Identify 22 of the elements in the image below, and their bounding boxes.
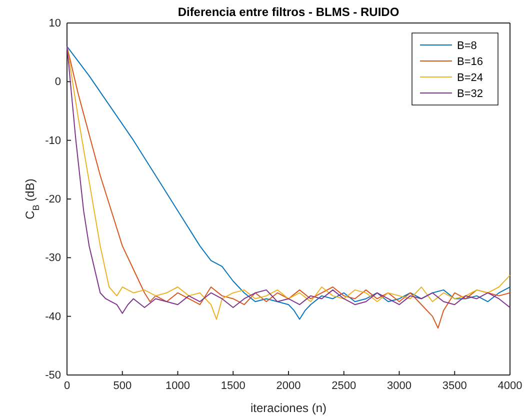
x-tick-label: 3000 <box>387 380 412 392</box>
y-tick-label: -20 <box>45 194 61 206</box>
legend-label: B=24 <box>457 72 483 84</box>
y-tick-label: 10 <box>48 18 61 30</box>
x-tick-label: 500 <box>113 380 132 392</box>
legend-label: B=32 <box>457 88 483 100</box>
x-tick-label: 4000 <box>498 380 522 392</box>
x-tick-label: 2500 <box>332 380 356 392</box>
legend-label: B=16 <box>457 56 483 68</box>
x-tick-label: 1500 <box>220 380 246 392</box>
x-tick-label: 1000 <box>166 380 190 392</box>
x-tick-label: 2000 <box>276 380 301 392</box>
x-tick-label: 3500 <box>442 380 467 392</box>
x-axis-title: iteraciones (n) <box>250 401 327 415</box>
y-tick-label: -30 <box>45 252 61 264</box>
y-tick-label: -10 <box>45 134 61 147</box>
chart-title: Diferencia entre filtros - BLMS - RUIDO <box>178 5 400 19</box>
legend-label: B=8 <box>457 40 477 52</box>
y-tick-label: 0 <box>54 76 61 88</box>
y-tick-label: -50 <box>45 370 61 382</box>
y-tick-label: -40 <box>45 310 61 323</box>
x-tick-label: 0 <box>64 380 70 392</box>
